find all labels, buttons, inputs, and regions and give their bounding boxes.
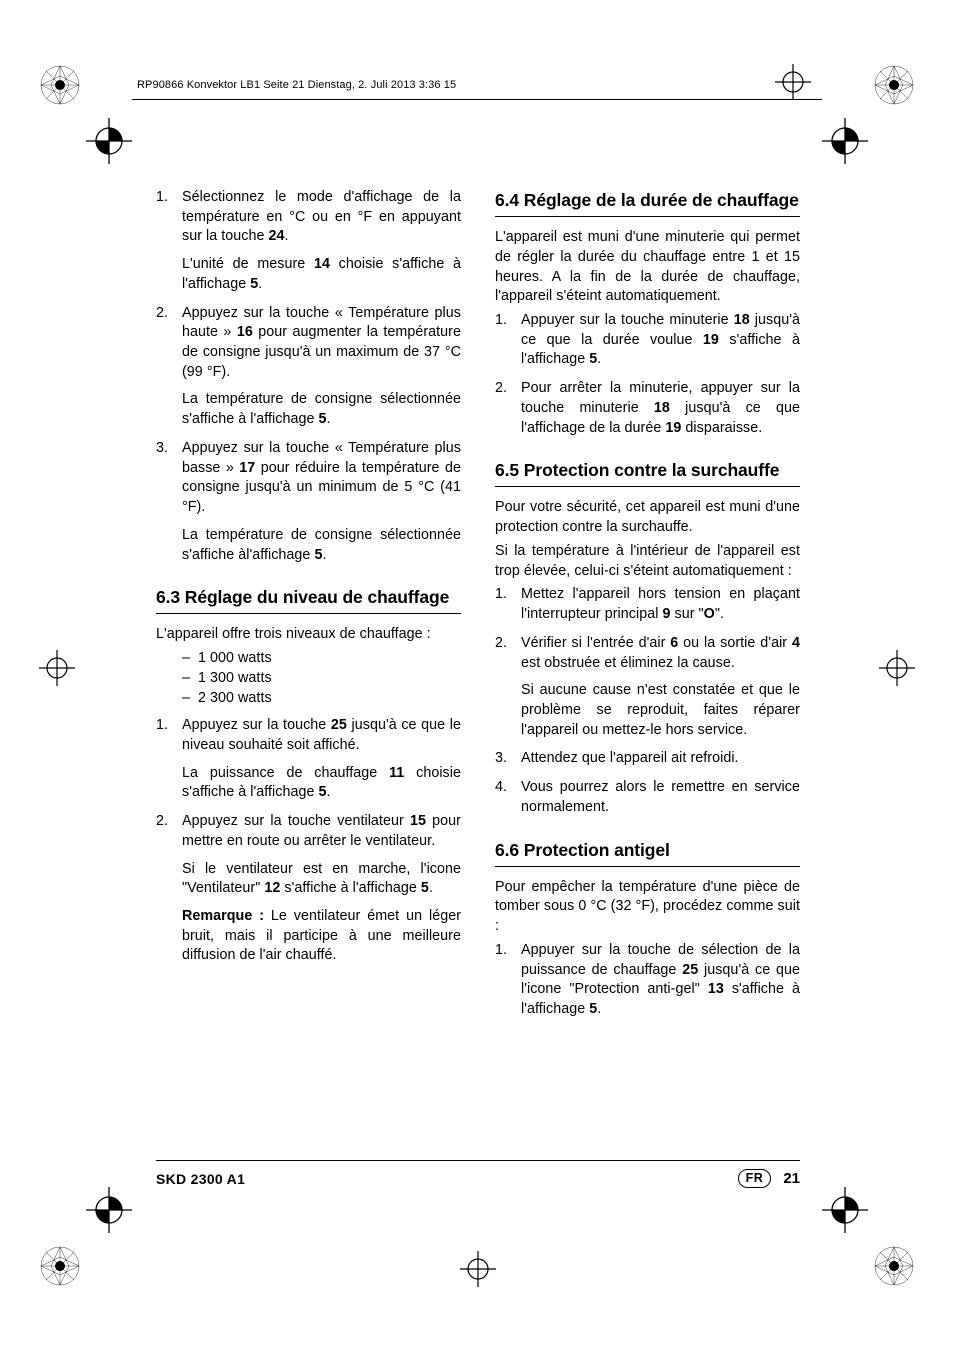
list-item: Appuyez sur la touche 25 jusqu'à ce que …: [156, 716, 461, 803]
heading-rule: [495, 216, 800, 217]
intro-text: Pour empêcher la température d'une pièce…: [495, 878, 800, 937]
language-badge: FR: [738, 1169, 772, 1188]
list-item: Attendez que l'appareil ait refroidi.: [495, 749, 800, 769]
reg-mark-icon: [460, 1251, 496, 1287]
list-item: Mettez l'appareil hors tension en plaçan…: [495, 585, 800, 624]
list-item: Appuyer sur la touche de sélection de la…: [495, 941, 800, 1020]
reg-cross-icon: [822, 118, 868, 164]
page-content: Sélectionnez le mode d'affichage de la t…: [156, 188, 800, 1029]
print-mark-icon: [873, 1245, 915, 1287]
reg-cross-icon: [86, 118, 132, 164]
list-item: 2 300 watts: [182, 689, 461, 709]
intro-text: Si la température à l'intérieur de l'app…: [495, 542, 800, 581]
list-item: Appuyez sur la touche « Température plus…: [156, 439, 461, 565]
list-item: 1 300 watts: [182, 669, 461, 689]
list-item: 1 000 watts: [182, 649, 461, 669]
model-number: SKD 2300 A1: [156, 1171, 245, 1187]
heading-6-4: 6.4 Réglage de la durée de chauffage: [495, 188, 800, 212]
wattage-list: 1 000 watts 1 300 watts 2 300 watts: [156, 649, 461, 708]
list-item: Pour arrêter la minuterie, appuyer sur l…: [495, 379, 800, 438]
heading-rule: [156, 613, 461, 614]
header-meta: RP90866 Konvektor LB1 Seite 21 Dienstag,…: [137, 79, 456, 91]
heading-6-3: 6.3 Réglage du niveau de chauffage: [156, 585, 461, 609]
print-mark-icon: [873, 64, 915, 106]
intro-text: Pour votre sécurité, cet appareil est mu…: [495, 498, 800, 537]
heading-rule: [495, 486, 800, 487]
header-rule: [132, 99, 822, 100]
list-item: Appuyez sur la touche ventilateur 15 pou…: [156, 812, 461, 966]
intro-text: L'appareil est muni d'une minuterie qui …: [495, 228, 800, 307]
list-item: Appuyer sur la touche minuterie 18 jusqu…: [495, 311, 800, 370]
intro-text: L'appareil offre trois niveaux de chauff…: [156, 625, 461, 645]
page-footer: SKD 2300 A1 FR 21: [156, 1160, 800, 1188]
reg-mark-icon: [879, 650, 915, 686]
left-column: Sélectionnez le mode d'affichage de la t…: [156, 188, 461, 1029]
page-number: 21: [783, 1170, 800, 1187]
reg-mark-icon: [775, 64, 811, 100]
list-item: Vous pourrez alors le remettre en servic…: [495, 778, 800, 817]
reg-cross-icon: [822, 1187, 868, 1233]
list-item: Sélectionnez le mode d'affichage de la t…: [156, 188, 461, 295]
reg-mark-icon: [39, 650, 75, 686]
print-mark-icon: [39, 1245, 81, 1287]
list-item: Appuyez sur la touche « Température plus…: [156, 304, 461, 430]
print-mark-icon: [39, 64, 81, 106]
heading-6-5: 6.5 Protection contre la surchauffe: [495, 458, 800, 482]
list-item: Vérifier si l'entrée d'air 6 ou la sorti…: [495, 634, 800, 741]
heading-6-6: 6.6 Protection antigel: [495, 838, 800, 862]
heading-rule: [495, 866, 800, 867]
reg-cross-icon: [86, 1187, 132, 1233]
right-column: 6.4 Réglage de la durée de chauffage L'a…: [495, 188, 800, 1029]
